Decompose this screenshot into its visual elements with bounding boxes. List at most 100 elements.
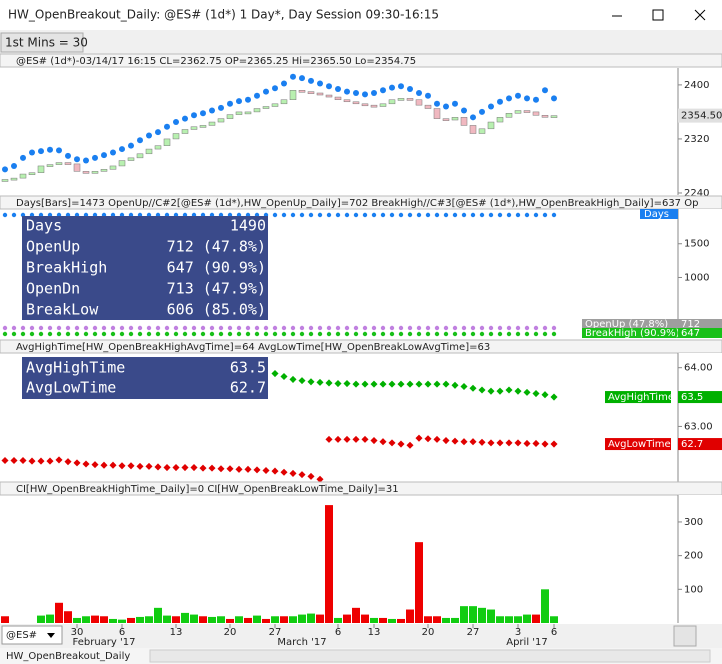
avg-time-dot bbox=[352, 380, 360, 388]
indicator-dot bbox=[533, 325, 539, 331]
avg-time-dot bbox=[181, 464, 189, 472]
window-controls[interactable] bbox=[612, 9, 706, 21]
indicator-dot bbox=[29, 331, 35, 337]
series-tag-name: BreakHigh (90.9%) bbox=[585, 328, 680, 339]
avg-time-dot bbox=[307, 378, 315, 386]
indicator-dot bbox=[506, 325, 512, 331]
candle bbox=[307, 91, 315, 94]
avg-time-dot bbox=[28, 457, 36, 465]
month-label: February '17 bbox=[73, 637, 136, 648]
indicator-dot bbox=[407, 325, 413, 331]
break-high-dot bbox=[407, 85, 413, 92]
avg-time-dot bbox=[406, 380, 414, 388]
indicator-dot bbox=[470, 212, 476, 218]
avg-time-dot bbox=[469, 438, 477, 446]
avg-time-dot bbox=[496, 387, 504, 395]
candle bbox=[91, 171, 99, 174]
candle bbox=[361, 103, 369, 107]
x-tick-label: 3 bbox=[515, 627, 521, 638]
candle bbox=[253, 108, 261, 113]
stats-value: 712 (47.8%) bbox=[167, 238, 266, 256]
indicator-dot bbox=[380, 212, 386, 218]
indicator-dot bbox=[506, 331, 512, 337]
indicator-dot bbox=[443, 331, 449, 337]
title-bar bbox=[0, 0, 722, 30]
avg-time-dot bbox=[532, 439, 540, 448]
avg-time-dot bbox=[334, 380, 342, 388]
toolbar-button-label: 1st Mins = 30 bbox=[5, 36, 88, 50]
break-high-dot bbox=[38, 148, 44, 155]
candle bbox=[181, 129, 189, 134]
avg-time-dot bbox=[487, 439, 495, 447]
count-bar bbox=[199, 616, 207, 623]
count-bar bbox=[469, 606, 477, 623]
indicator-dot bbox=[452, 325, 458, 331]
indicator-dot bbox=[299, 325, 305, 331]
indicator-dot bbox=[308, 212, 314, 218]
indicator-dot bbox=[227, 331, 233, 337]
count-bar bbox=[334, 617, 342, 623]
candle bbox=[100, 169, 108, 172]
indicator-dot bbox=[11, 212, 17, 218]
avg-time-dot bbox=[460, 438, 468, 446]
scrollbar[interactable] bbox=[149, 649, 711, 663]
break-high-dot bbox=[218, 104, 224, 111]
toolbar-button[interactable] bbox=[0, 32, 84, 53]
symbol-dropdown[interactable] bbox=[1, 625, 63, 645]
candle bbox=[424, 104, 432, 109]
series-tag-value-bg bbox=[678, 319, 722, 329]
count-bar bbox=[64, 611, 72, 623]
avg-time-dot bbox=[64, 458, 72, 466]
count-bar bbox=[343, 614, 351, 623]
indicator-dot bbox=[407, 212, 413, 218]
avg-time-dot bbox=[379, 438, 387, 446]
indicator-dot bbox=[497, 331, 503, 337]
avg-time-dot bbox=[532, 389, 540, 398]
avg-time-dot bbox=[298, 471, 306, 479]
indicator-dot bbox=[290, 331, 296, 337]
stats-name: AvgHighTime bbox=[26, 359, 125, 377]
tab-label[interactable]: HW_OpenBreakout_Daily bbox=[6, 651, 130, 662]
avg-time-dot bbox=[253, 466, 261, 474]
indicator-dot bbox=[65, 325, 71, 331]
avg-time-dot bbox=[343, 435, 351, 443]
avg-time-dot bbox=[433, 435, 441, 443]
indicator-dot bbox=[290, 212, 296, 218]
indicator-dot bbox=[461, 331, 467, 337]
candle bbox=[316, 92, 324, 96]
avg-time-dot bbox=[496, 439, 504, 447]
stats-box bbox=[22, 216, 268, 320]
candle bbox=[487, 121, 495, 130]
candle bbox=[334, 96, 342, 101]
break-high-dot bbox=[362, 91, 368, 98]
break-high-dot bbox=[272, 85, 278, 92]
avg-time-dot bbox=[298, 377, 306, 385]
refresh-button[interactable] bbox=[673, 625, 697, 647]
count-bar bbox=[100, 616, 108, 623]
avg-time-dot bbox=[190, 464, 198, 472]
break-high-dot bbox=[56, 147, 62, 154]
count-bar bbox=[379, 617, 387, 623]
series-tag-value: 647 bbox=[681, 328, 700, 339]
y-tick-label: 2240 bbox=[684, 188, 709, 199]
count-bar bbox=[145, 616, 153, 623]
indicator-dot bbox=[263, 325, 269, 331]
break-high-dot bbox=[65, 152, 71, 159]
stats-name: OpenDn bbox=[26, 280, 80, 298]
avg-time-dot bbox=[262, 466, 270, 475]
indicator-dot bbox=[245, 331, 251, 337]
indicator-dot bbox=[434, 331, 440, 337]
avg-time-dot bbox=[361, 380, 369, 388]
count-bar bbox=[154, 607, 162, 623]
count-bar bbox=[442, 617, 450, 623]
break-high-dot bbox=[110, 149, 116, 156]
indicator-dot bbox=[254, 331, 260, 337]
indicator-dot bbox=[137, 331, 143, 337]
indicator-dot bbox=[182, 331, 188, 337]
indicator-dot bbox=[362, 212, 368, 218]
indicator-dot bbox=[236, 331, 242, 337]
avg-time-dot bbox=[460, 382, 468, 391]
candle bbox=[343, 99, 351, 103]
count-bar bbox=[235, 616, 243, 623]
break-high-dot bbox=[146, 132, 152, 139]
